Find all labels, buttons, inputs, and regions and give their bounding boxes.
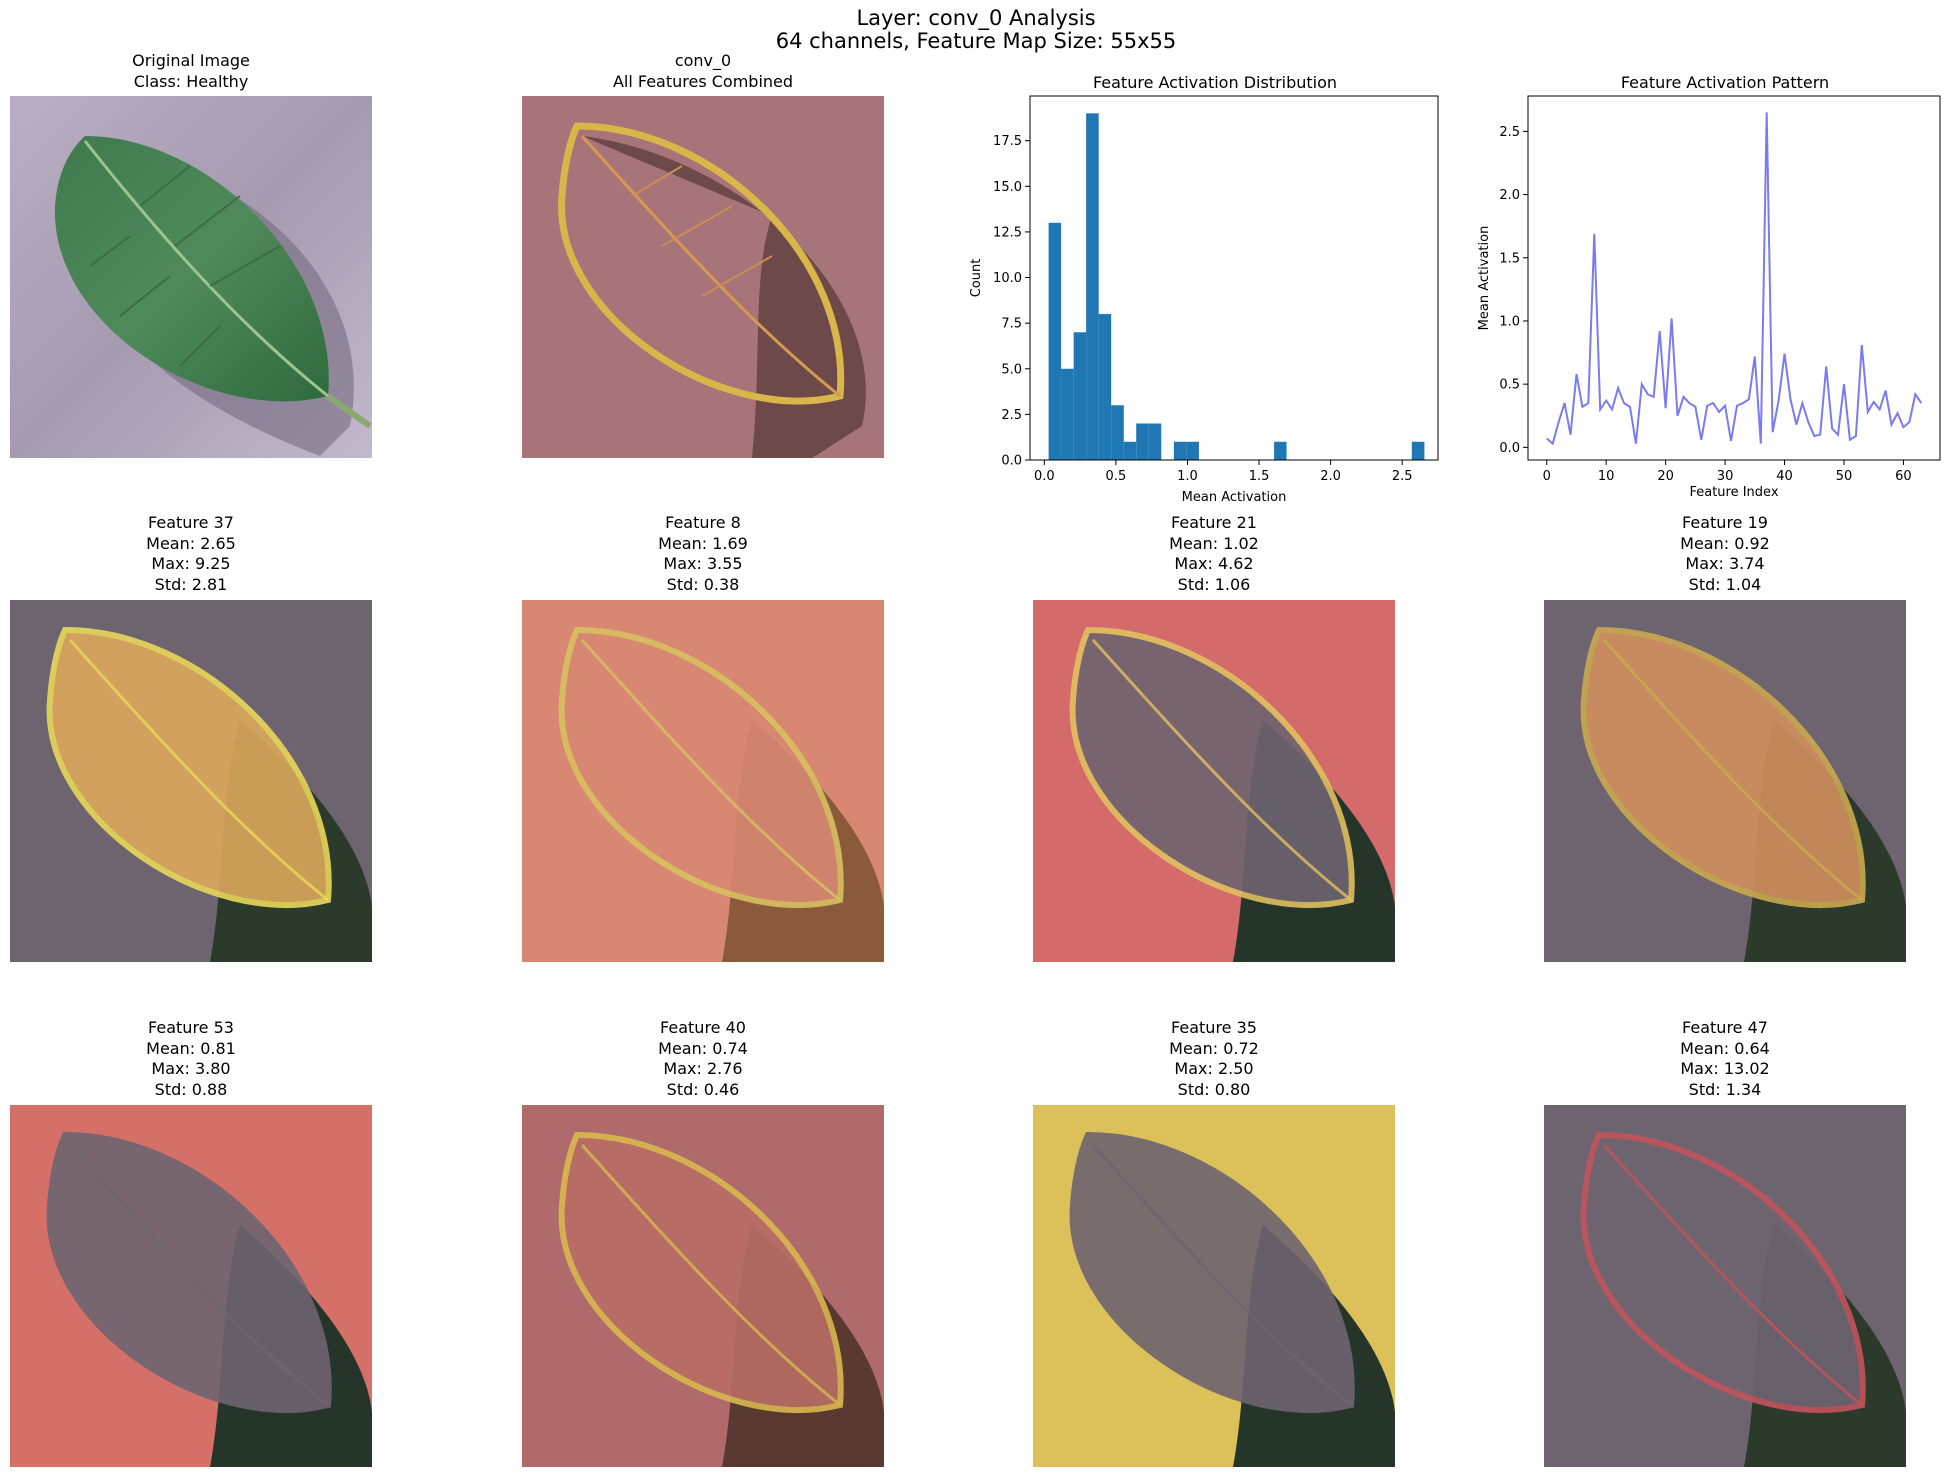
histogram-bar <box>1111 405 1124 460</box>
histogram-bar <box>1061 368 1074 460</box>
feature-title-label: Feature 47 <box>1682 1018 1768 1037</box>
feature-max-label: Max: 9.25 <box>151 554 231 573</box>
feature-title-label: Feature 37 <box>148 513 234 532</box>
line-chart-y-tick-label: 1.5 <box>1499 251 1520 266</box>
feature-std-label: Std: 0.80 <box>1177 1079 1251 1099</box>
histogram-x-tick-label: 2.0 <box>1320 469 1341 484</box>
feature-mean-label: Mean: 0.74 <box>658 1038 748 1058</box>
line-chart-y-tick-label: 2.5 <box>1499 125 1520 140</box>
feature-map-image <box>1033 1105 1395 1467</box>
histogram-chart: 0.0 0.5 1.0 1.5 2.0 2.5 0.0 2.5 5.0 7.5 10.0 12.5 15… <box>969 95 1439 505</box>
histogram-y-tick-label: 2.5 <box>1001 408 1022 423</box>
feature-title-label: Feature 8 <box>665 513 741 532</box>
line-chart-x-tick-label: 10 <box>1598 469 1615 484</box>
feature-mean-label: Mean: 1.02 <box>1169 533 1259 553</box>
feature-title-label: Feature 35 <box>1171 1018 1257 1037</box>
line-chart-title: Feature Activation Pattern <box>1620 73 1830 92</box>
feature-mean-label: Mean: 0.72 <box>1169 1038 1259 1058</box>
feature-std-label: Std: 0.46 <box>666 1079 740 1099</box>
feature-std-label: Std: 0.88 <box>154 1079 228 1099</box>
feature-max-label: Max: 3.74 <box>1685 554 1765 573</box>
histogram-x-tick-label: 0.0 <box>1034 469 1055 484</box>
feature-mean-label: Mean: 2.65 <box>146 533 236 553</box>
line-chart: 0 10 20 30 40 50 60 0.0 0.5 1.0 1.5 2.0 2.5 Feature I… <box>1477 95 1941 500</box>
feature-max-label: Max: 3.80 <box>151 1059 231 1078</box>
line-chart-x-tick-label: 50 <box>1836 469 1853 484</box>
histogram-y-tick-label: 0.0 <box>1001 454 1022 469</box>
histogram-bar <box>1411 441 1425 460</box>
line-chart-x-tick-label: 40 <box>1776 469 1793 484</box>
original-image <box>10 96 372 458</box>
feature-mean-label: Mean: 0.64 <box>1680 1038 1770 1058</box>
histogram-bar <box>1073 332 1087 460</box>
feature-max-label: Max: 4.62 <box>1174 554 1254 573</box>
line-chart-y-tick-label: 2.0 <box>1499 188 1520 203</box>
feature-title-label: Feature 19 <box>1682 513 1768 532</box>
histogram-bar <box>1274 441 1287 460</box>
line-chart-x-tick-label: 20 <box>1657 469 1674 484</box>
histogram-bar <box>1086 113 1099 460</box>
histogram-y-axis-label: Count <box>969 259 984 298</box>
feature-max-label: Max: 13.02 <box>1680 1059 1770 1078</box>
histogram-x-tick-label: 1.0 <box>1177 469 1198 484</box>
feature-max-label: Max: 3.55 <box>663 554 743 573</box>
histogram-bar <box>1186 441 1199 460</box>
feature-max-label: Max: 2.50 <box>1174 1059 1254 1078</box>
feature-map-image <box>1544 1105 1906 1467</box>
feature-std-label: Std: 1.06 <box>1177 574 1251 594</box>
feature-map-image <box>1033 600 1395 962</box>
feature-map-image <box>10 600 372 962</box>
histogram-y-tick-label: 10.0 <box>993 271 1022 286</box>
histogram-y-tick-label: 17.5 <box>993 134 1022 149</box>
combined-image-title-line1: conv_0 <box>674 51 732 70</box>
histogram-y-tick-label: 15.0 <box>993 180 1022 195</box>
histogram-title: Feature Activation Distribution <box>1092 73 1338 92</box>
line-chart-y-tick-label: 1.0 <box>1499 314 1520 329</box>
histogram-y-tick-label: 7.5 <box>1001 317 1022 332</box>
line-chart-x-tick-label: 0 <box>1543 469 1551 484</box>
histogram-x-tick-label: 0.5 <box>1106 469 1127 484</box>
original-image-title-line2: Class: Healthy <box>133 72 249 91</box>
feature-title-label: Feature 40 <box>660 1018 746 1037</box>
feature-map-image <box>1544 600 1906 962</box>
feature-mean-label: Mean: 1.69 <box>658 533 748 553</box>
feature-title-label: Feature 53 <box>148 1018 234 1037</box>
combined-features-image <box>522 96 884 458</box>
histogram-x-tick-label: 1.5 <box>1249 469 1270 484</box>
line-chart-x-tick-label: 30 <box>1717 469 1734 484</box>
combined-image-title-line2: All Features Combined <box>612 72 794 91</box>
feature-std-label: Std: 1.04 <box>1688 574 1762 594</box>
line-chart-y-tick-label: 0.0 <box>1499 441 1520 456</box>
line-chart-y-tick-label: 0.5 <box>1499 378 1520 393</box>
original-image-title-line1: Original Image <box>132 51 250 70</box>
histogram-y-tick-label: 5.0 <box>1001 362 1022 377</box>
feature-map-image <box>522 600 884 962</box>
feature-std-label: Std: 1.34 <box>1688 1079 1762 1099</box>
feature-std-label: Std: 0.38 <box>666 574 740 594</box>
histogram-bar <box>1123 441 1137 460</box>
feature-max-label: Max: 2.76 <box>663 1059 743 1078</box>
histogram-bar <box>1148 423 1162 460</box>
histogram-y-tick-label: 12.5 <box>993 225 1022 240</box>
feature-title-label: Feature 21 <box>1171 513 1257 532</box>
figure-title-line2: 64 channels, Feature Map Size: 55x55 <box>775 29 1177 53</box>
feature-std-label: Std: 2.81 <box>154 574 228 594</box>
feature-mean-label: Mean: 0.81 <box>146 1038 236 1058</box>
histogram-bar <box>1048 222 1062 460</box>
figure-title-line1: Layer: conv_0 Analysis <box>856 6 1096 30</box>
histogram-x-tick-label: 2.5 <box>1392 469 1413 484</box>
line-chart-y-axis-label: Mean Activation <box>1477 226 1492 331</box>
histogram-bar <box>1098 314 1112 460</box>
feature-mean-label: Mean: 0.92 <box>1680 533 1770 553</box>
histogram-bar <box>1173 441 1187 460</box>
line-chart-x-axis-label: Feature Index <box>1689 485 1778 500</box>
line-chart-x-tick-label: 60 <box>1895 469 1912 484</box>
feature-map-image <box>522 1105 884 1467</box>
line-chart-axes-frame <box>1527 95 1941 461</box>
feature-map-image <box>10 1105 372 1467</box>
histogram-x-axis-label: Mean Activation <box>1182 490 1287 505</box>
activation-series-line <box>1546 112 1923 446</box>
histogram-bar <box>1136 423 1149 460</box>
